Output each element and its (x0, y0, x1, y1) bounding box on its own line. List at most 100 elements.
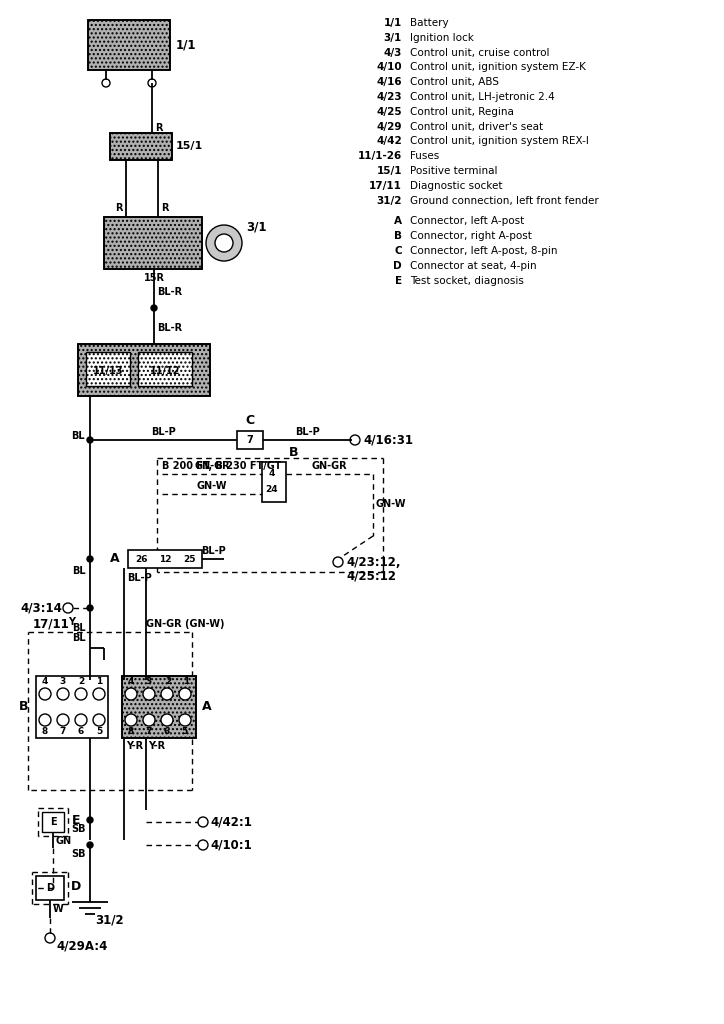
Text: 4/23:12,: 4/23:12, (346, 555, 400, 568)
Bar (104, 217, 202, 269)
Text: 25: 25 (182, 555, 195, 563)
Circle shape (206, 225, 242, 261)
Text: E: E (50, 817, 56, 827)
Bar (110, 133, 172, 160)
Text: 11/13: 11/13 (93, 366, 123, 376)
Circle shape (87, 556, 93, 562)
Text: 17/11: 17/11 (369, 181, 402, 190)
Text: Ground connection, left front fender: Ground connection, left front fender (410, 196, 599, 206)
Text: BL-P: BL-P (127, 573, 152, 583)
Text: Ignition lock: Ignition lock (410, 33, 474, 43)
Circle shape (39, 714, 51, 726)
Circle shape (75, 688, 87, 700)
Text: 3/1: 3/1 (246, 220, 266, 233)
Text: B: B (394, 231, 402, 242)
Circle shape (93, 714, 105, 726)
Text: GN-W: GN-W (376, 499, 406, 509)
Bar (110, 133, 172, 160)
Text: BL-R: BL-R (157, 323, 182, 333)
Text: Y-R: Y-R (126, 741, 143, 751)
Circle shape (57, 714, 69, 726)
Text: 2: 2 (78, 677, 84, 685)
Text: BL: BL (72, 633, 86, 643)
Text: B 200 FT, B 230 FT/GT: B 200 FT, B 230 FT/GT (162, 461, 282, 471)
Bar (78, 344, 210, 396)
Text: Control unit, cruise control: Control unit, cruise control (410, 47, 550, 57)
Text: 7: 7 (60, 726, 66, 735)
Bar (237, 431, 263, 449)
Text: 12: 12 (159, 555, 172, 563)
Text: A: A (394, 216, 402, 226)
Text: GN: GN (56, 836, 72, 846)
Text: BL-P: BL-P (201, 546, 225, 556)
Text: Y: Y (69, 617, 75, 627)
Text: 15/1: 15/1 (176, 141, 203, 151)
Text: 4/42: 4/42 (376, 136, 402, 146)
Circle shape (143, 688, 155, 700)
Bar (104, 217, 202, 269)
Circle shape (125, 714, 137, 726)
Circle shape (161, 688, 173, 700)
Text: 8: 8 (128, 726, 134, 735)
Bar (122, 676, 196, 738)
Circle shape (151, 305, 157, 311)
Text: E: E (395, 275, 402, 286)
Text: 4/10: 4/10 (376, 62, 402, 73)
Circle shape (87, 437, 93, 443)
Text: Diagnostic socket: Diagnostic socket (410, 181, 502, 190)
Text: Control unit, ABS: Control unit, ABS (410, 77, 499, 87)
Text: R: R (116, 203, 123, 213)
Text: GN-GR: GN-GR (311, 461, 347, 471)
Text: 4: 4 (42, 677, 49, 685)
Text: E: E (72, 813, 80, 826)
Circle shape (143, 714, 155, 726)
Text: 7: 7 (247, 435, 253, 445)
Text: B: B (289, 445, 298, 459)
Text: 31/2: 31/2 (376, 196, 402, 206)
Text: 4/16: 4/16 (376, 77, 402, 87)
Text: Connector, left A-post: Connector, left A-post (410, 216, 524, 226)
Text: 24: 24 (266, 485, 278, 495)
Text: Control unit, Regina: Control unit, Regina (410, 106, 514, 117)
Text: Y-R: Y-R (148, 741, 165, 751)
Circle shape (75, 714, 87, 726)
Circle shape (87, 842, 93, 848)
Text: 1: 1 (96, 677, 102, 685)
Text: 3: 3 (60, 677, 66, 685)
Text: 4/10:1: 4/10:1 (210, 839, 252, 852)
Bar (88, 20, 170, 70)
Text: SB: SB (72, 824, 86, 834)
Text: 26: 26 (136, 555, 148, 563)
Text: Connector, left A-post, 8-pin: Connector, left A-post, 8-pin (410, 246, 557, 256)
Bar (36, 676, 108, 738)
Text: D: D (393, 261, 402, 270)
Bar (122, 676, 196, 738)
Text: D: D (46, 883, 54, 893)
Text: GN-W: GN-W (197, 481, 227, 490)
Text: BL-R: BL-R (157, 287, 182, 297)
Circle shape (215, 234, 233, 252)
Text: 6: 6 (78, 726, 84, 735)
Text: Fuses: Fuses (410, 152, 439, 161)
Circle shape (161, 714, 173, 726)
Text: A: A (110, 553, 120, 565)
Bar (78, 344, 210, 396)
Text: 6: 6 (164, 726, 170, 735)
Text: 4/29: 4/29 (376, 122, 402, 132)
Text: R: R (161, 203, 169, 213)
Text: SB: SB (72, 849, 86, 859)
Text: W: W (53, 904, 64, 914)
Text: Test socket, diagnosis: Test socket, diagnosis (410, 275, 524, 286)
Text: Control unit, driver's seat: Control unit, driver's seat (410, 122, 543, 132)
Text: 4/25:12: 4/25:12 (346, 569, 396, 583)
Circle shape (179, 688, 191, 700)
Text: 5: 5 (96, 726, 102, 735)
Text: 4/16:31: 4/16:31 (363, 433, 413, 446)
Text: Battery: Battery (410, 18, 449, 28)
Text: 2: 2 (165, 677, 171, 685)
Text: 4/29A:4: 4/29A:4 (56, 939, 107, 952)
Text: 4: 4 (128, 677, 134, 685)
Text: BL: BL (72, 623, 86, 633)
Text: BL-P: BL-P (295, 427, 319, 437)
Text: 1/1: 1/1 (384, 18, 402, 28)
